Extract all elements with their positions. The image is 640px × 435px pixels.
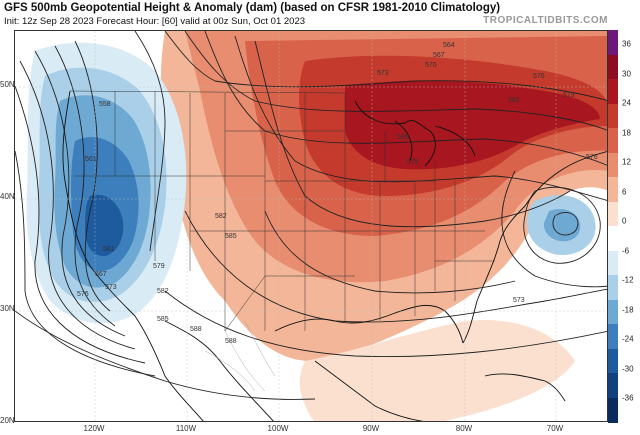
map-title: GFS 500mb Geopotential Height & Anomaly … [4, 2, 501, 14]
colorbar-segment [608, 299, 618, 325]
contour-label: 576 [77, 291, 89, 298]
contour-label: 561 [103, 246, 115, 253]
colorbar-segment [608, 348, 618, 374]
state-borders [69, 90, 495, 332]
contour-label: 585 [397, 134, 409, 141]
colorbar-label: 6 [622, 187, 627, 196]
contour-label: 570 [425, 62, 437, 69]
lon-label: 90W [362, 424, 380, 433]
mexico-borders [204, 320, 276, 392]
map-header: GFS 500mb Geopotential Height & Anomaly … [0, 0, 640, 30]
colorbar-label: 0 [622, 216, 627, 226]
contour-label: 573 [513, 297, 525, 304]
colorbar-label: -24 [622, 334, 634, 344]
colorbar-segment [608, 103, 618, 129]
colorbar-label: 12 [622, 157, 631, 167]
colorbar-segment [608, 275, 618, 300]
contour-label: 582 [508, 97, 520, 104]
contour-label: 582 [215, 213, 227, 220]
colorbar-segment [608, 250, 618, 276]
map-subtitle: Init: 12z Sep 28 2023 Forecast Hour: [60… [4, 16, 306, 27]
contour-label: 567 [433, 52, 445, 59]
colorbar-label: -12 [622, 275, 634, 285]
coastlines [62, 90, 607, 421]
lat-label: 20N [0, 416, 15, 425]
colorbar-segment [608, 324, 618, 349]
contour-label: 561 [85, 156, 97, 163]
colorbar-label: -6 [622, 246, 630, 255]
colorbar-segment [608, 30, 618, 55]
colorbar-label: 30 [622, 69, 631, 78]
colorbar-segment [608, 128, 618, 153]
contour-label: 567 [95, 271, 107, 278]
positive-anomaly-region [299, 320, 575, 421]
contour-label: 573 [377, 70, 389, 77]
colorbar-label: -18 [622, 305, 634, 314]
colorbar-label: -36 [622, 393, 634, 403]
colorbar-segment [608, 54, 618, 80]
negative-anomaly-region [543, 209, 581, 242]
lat-label: 30N [0, 304, 15, 313]
contour-label: 585 [157, 316, 169, 323]
map-canvas: 558 561 561 567 573 576 579 582 582 585 585 588 588 5… [15, 31, 607, 421]
negative-anomaly-region [85, 194, 124, 257]
contour-label: 576 [586, 154, 598, 161]
lon-label: 110W [175, 424, 197, 433]
contour-label: 579 [563, 92, 575, 99]
lon-label: 80W [455, 424, 473, 433]
contour-label: 576 [533, 73, 545, 80]
positive-anomaly-region [345, 80, 600, 170]
lon-label: 120W [83, 424, 105, 433]
contour-label: 579 [407, 159, 419, 166]
anomaly-colorbar [608, 30, 618, 423]
contour-labels: 558 561 561 567 573 576 579 582 582 585 585 588 588 5… [77, 42, 598, 345]
colorbar-segment [608, 201, 618, 227]
colorbar-segment [608, 226, 618, 251]
lon-label: 100W [267, 424, 289, 433]
colorbar-label: 36 [622, 39, 631, 49]
colorbar-segment [608, 177, 618, 202]
contour-label: 558 [99, 101, 111, 108]
contour-label: 582 [157, 288, 169, 295]
brand-watermark: TROPICALTIDBITS.COM [483, 15, 608, 26]
latlon-grid [15, 31, 607, 421]
contour-label: 573 [105, 284, 117, 291]
colorbar-segment [608, 79, 618, 104]
contour-label: 564 [443, 42, 455, 49]
colorbar-label: -30 [622, 364, 634, 373]
contour-label: 579 [153, 263, 165, 270]
colorbar-label: 24 [622, 98, 631, 108]
colorbar-segment [608, 397, 618, 423]
contour-label: 585 [225, 233, 237, 240]
colorbar-label: 18 [622, 128, 631, 137]
lon-label: 70W [546, 424, 564, 433]
contour-label: 588 [225, 338, 237, 345]
colorbar-segment [608, 373, 618, 398]
lat-label: 40N [0, 192, 15, 201]
lat-label: 50N [0, 80, 15, 89]
weather-map: 558 561 561 567 573 576 579 582 582 585 585 588 588 5… [14, 30, 608, 422]
colorbar-segment [608, 152, 618, 178]
contour-label: 588 [190, 326, 202, 333]
